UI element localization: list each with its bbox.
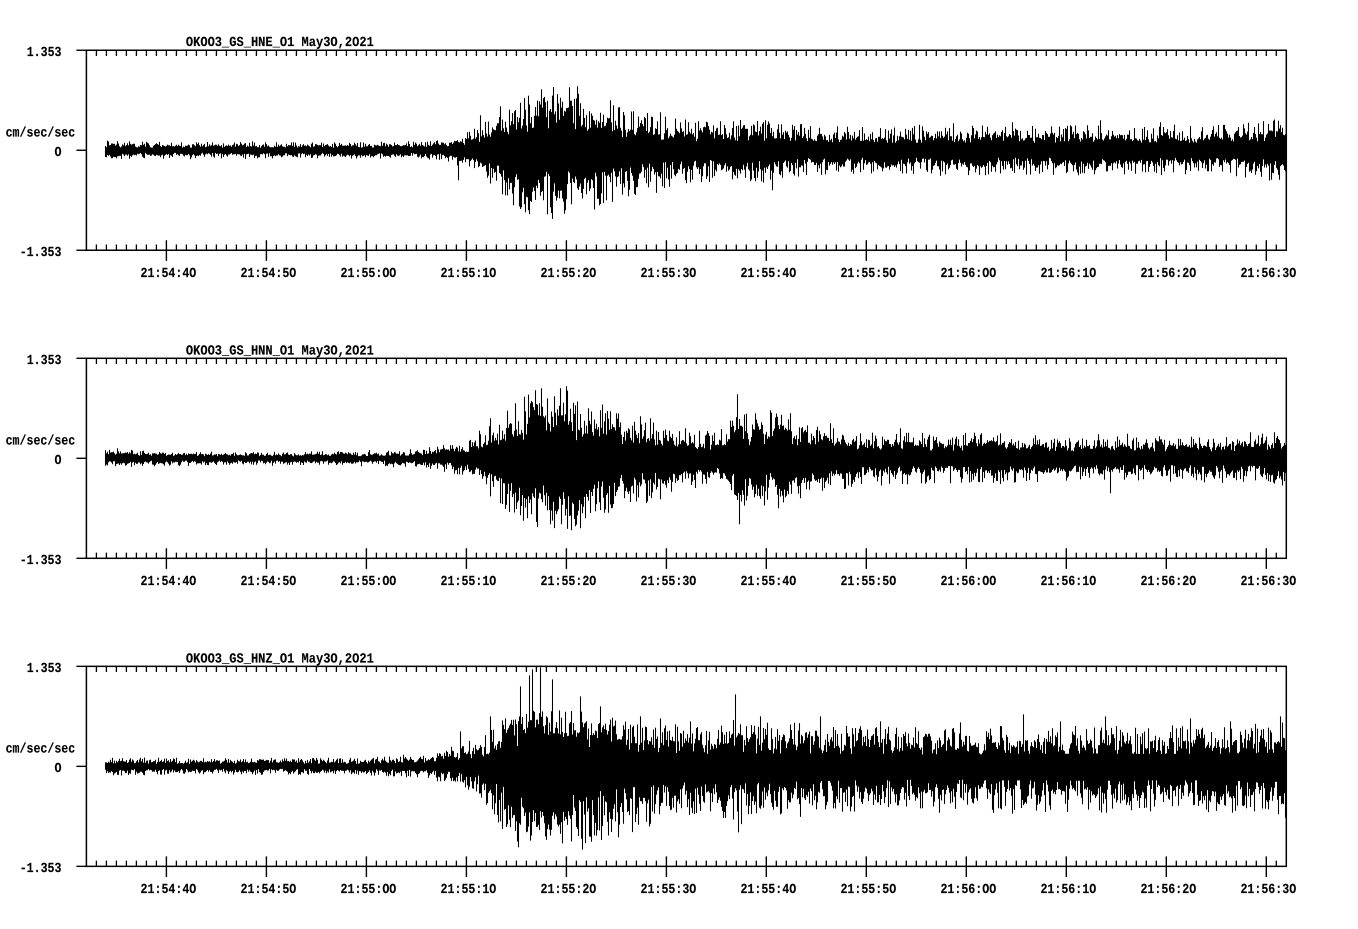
- svg-text:21:54:5O: 21:54:5O: [241, 882, 297, 898]
- svg-text:O: O: [55, 761, 62, 777]
- svg-text:21:55:3O: 21:55:3O: [641, 574, 697, 590]
- svg-text:21:56:OO: 21:56:OO: [940, 574, 996, 590]
- svg-text:21:55:4O: 21:55:4O: [740, 266, 796, 282]
- svg-text:-1.353: -1.353: [20, 861, 62, 877]
- svg-text:21:56:1O: 21:56:1O: [1040, 266, 1096, 282]
- svg-text:1.353: 1.353: [27, 661, 62, 677]
- svg-text:21:55:OO: 21:55:OO: [341, 882, 397, 898]
- svg-text:21:56:3O: 21:56:3O: [1240, 574, 1296, 590]
- svg-text:21:56:2O: 21:56:2O: [1140, 882, 1196, 898]
- svg-text:OKOO3_GS_HNN_O1 May3O,2O21: OKOO3_GS_HNN_O1 May3O,2O21: [186, 343, 374, 359]
- svg-text:21:55:3O: 21:55:3O: [641, 266, 697, 282]
- svg-text:-1.353: -1.353: [20, 244, 62, 260]
- svg-text:21:55:OO: 21:55:OO: [341, 266, 397, 282]
- svg-text:21:56:OO: 21:56:OO: [940, 266, 996, 282]
- svg-text:21:54:4O: 21:54:4O: [141, 882, 197, 898]
- svg-text:cm/sec/sec: cm/sec/sec: [6, 433, 76, 449]
- svg-text:21:54:4O: 21:54:4O: [141, 266, 197, 282]
- svg-text:21:55:5O: 21:55:5O: [840, 882, 896, 898]
- svg-text:21:55:2O: 21:55:2O: [541, 574, 597, 590]
- svg-text:21:54:5O: 21:54:5O: [241, 574, 297, 590]
- svg-text:21:54:4O: 21:54:4O: [141, 574, 197, 590]
- svg-text:21:55:1O: 21:55:1O: [441, 266, 497, 282]
- svg-text:21:56:OO: 21:56:OO: [940, 882, 996, 898]
- svg-text:21:55:2O: 21:55:2O: [541, 266, 597, 282]
- svg-text:21:55:5O: 21:55:5O: [840, 574, 896, 590]
- svg-text:21:55:5O: 21:55:5O: [840, 266, 896, 282]
- svg-text:21:55:4O: 21:55:4O: [740, 574, 796, 590]
- svg-text:21:55:1O: 21:55:1O: [441, 574, 497, 590]
- svg-text:-1.353: -1.353: [20, 552, 62, 568]
- svg-text:21:54:5O: 21:54:5O: [241, 266, 297, 282]
- svg-text:21:56:3O: 21:56:3O: [1240, 882, 1296, 898]
- svg-text:1.353: 1.353: [27, 352, 62, 368]
- svg-text:21:55:1O: 21:55:1O: [441, 882, 497, 898]
- svg-text:21:56:3O: 21:56:3O: [1240, 266, 1296, 282]
- svg-text:21:55:4O: 21:55:4O: [740, 882, 796, 898]
- svg-text:21:56:2O: 21:56:2O: [1140, 266, 1196, 282]
- svg-text:O: O: [55, 144, 62, 160]
- svg-text:OKOO3_GS_HNZ_O1 May3O,2O21: OKOO3_GS_HNZ_O1 May3O,2O21: [186, 651, 374, 667]
- svg-text:21:56:1O: 21:56:1O: [1040, 882, 1096, 898]
- svg-text:O: O: [55, 452, 62, 468]
- svg-text:1.353: 1.353: [27, 44, 62, 60]
- svg-text:OKOO3_GS_HNE_O1 May3O,2O21: OKOO3_GS_HNE_O1 May3O,2O21: [186, 35, 374, 51]
- svg-text:21:55:2O: 21:55:2O: [541, 882, 597, 898]
- svg-text:21:55:OO: 21:55:OO: [341, 574, 397, 590]
- svg-text:21:56:1O: 21:56:1O: [1040, 574, 1096, 590]
- svg-text:cm/sec/sec: cm/sec/sec: [6, 741, 76, 757]
- svg-text:21:56:2O: 21:56:2O: [1140, 574, 1196, 590]
- svg-text:21:55:3O: 21:55:3O: [641, 882, 697, 898]
- svg-text:cm/sec/sec: cm/sec/sec: [6, 125, 76, 141]
